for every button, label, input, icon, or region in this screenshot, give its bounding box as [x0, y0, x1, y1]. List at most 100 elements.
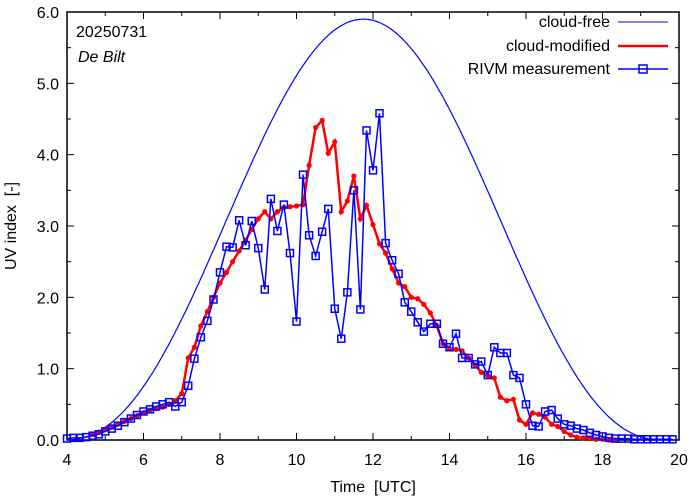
- x-tick-label: 16: [517, 452, 535, 469]
- point-rivm: [184, 381, 193, 391]
- point-cloud-modified: [230, 259, 236, 265]
- point-rivm: [279, 200, 289, 209]
- point-cloud-modified: [402, 284, 408, 290]
- point-rivm: [407, 307, 416, 316]
- point-rivm: [662, 435, 671, 444]
- point-cloud-modified: [568, 432, 574, 438]
- point-cloud-modified: [325, 150, 331, 156]
- point-rivm: [349, 186, 359, 195]
- point-rivm: [483, 370, 492, 380]
- point-cloud-modified: [523, 421, 529, 427]
- point-rivm: [387, 255, 397, 265]
- point-rivm: [164, 397, 174, 407]
- point-rivm: [381, 238, 390, 248]
- point-rivm: [521, 400, 531, 409]
- annotation-location: De Bilt: [78, 49, 126, 66]
- point-rivm: [69, 433, 78, 443]
- point-cloud-modified: [516, 417, 523, 423]
- point-rivm: [534, 422, 543, 431]
- y-tick-label: 4.0: [37, 148, 59, 165]
- point-rivm: [266, 194, 276, 204]
- point-cloud-modified: [555, 423, 561, 430]
- point-cloud-modified: [223, 269, 230, 275]
- legend-label-cloud-free: cloud-free: [539, 14, 610, 31]
- point-rivm: [419, 327, 429, 336]
- point-rivm: [285, 248, 295, 258]
- point-rivm: [311, 251, 320, 261]
- point-cloud-modified: [408, 294, 414, 300]
- series-line-cloud-modified: [92, 117, 616, 442]
- point-cloud-modified: [236, 248, 242, 254]
- point-cloud-modified: [262, 209, 268, 215]
- point-rivm: [432, 319, 442, 328]
- point-rivm: [445, 343, 454, 352]
- point-cloud-modified: [529, 410, 536, 416]
- point-cloud-modified: [497, 394, 503, 400]
- legend: cloud-free cloud-modified RIVM measureme…: [468, 14, 668, 78]
- x-tick-label: 18: [594, 452, 612, 469]
- point-rivm: [177, 397, 186, 407]
- point-cloud-modified: [376, 241, 383, 247]
- point-rivm: [400, 298, 409, 307]
- point-rivm: [668, 435, 677, 444]
- point-cloud-modified: [491, 375, 497, 381]
- point-rivm: [547, 405, 556, 415]
- point-rivm: [413, 318, 423, 327]
- y-tick-label: 3.0: [37, 219, 59, 236]
- point-rivm: [323, 204, 333, 214]
- point-cloud-modified: [204, 309, 210, 315]
- point-cloud-modified: [504, 398, 510, 404]
- point-cloud-modified: [453, 346, 459, 353]
- y-tick-label: 0.0: [37, 433, 59, 450]
- y-axis-label: UV index [-]: [3, 182, 20, 270]
- annotation-date: 20250731: [76, 24, 147, 41]
- legend-label-rivm: RIVM measurement: [468, 61, 611, 78]
- point-cloud-modified: [510, 396, 516, 402]
- point-cloud-modified: [344, 198, 350, 204]
- point-rivm: [222, 242, 231, 251]
- point-cloud-modified: [383, 250, 389, 256]
- point-rivm: [528, 421, 537, 430]
- x-tick-label: 4: [63, 452, 72, 469]
- point-cloud-modified: [191, 344, 197, 350]
- point-rivm: [209, 295, 218, 304]
- point-rivm: [170, 402, 180, 411]
- point-cloud-modified: [427, 310, 433, 316]
- point-cloud-modified: [363, 202, 370, 208]
- point-rivm: [553, 414, 562, 423]
- point-rivm: [241, 241, 250, 250]
- point-cloud-modified: [351, 173, 357, 179]
- x-tick-label: 10: [288, 452, 306, 469]
- point-cloud-modified: [593, 436, 599, 442]
- x-tick-label: 14: [441, 452, 459, 469]
- point-rivm: [254, 243, 263, 253]
- point-rivm: [585, 428, 595, 438]
- point-cloud-modified: [332, 139, 338, 145]
- legend-label-cloud-modified: cloud-modified: [506, 38, 610, 55]
- point-cloud-modified: [338, 209, 344, 215]
- point-cloud-modified: [293, 203, 300, 209]
- point-cloud-modified: [478, 369, 484, 375]
- point-cloud-modified: [306, 162, 312, 168]
- point-cloud-modified: [217, 280, 223, 286]
- point-rivm: [643, 435, 652, 444]
- legend-marker-rivm: [638, 64, 648, 74]
- point-rivm: [298, 170, 308, 179]
- point-cloud-modified: [319, 117, 325, 124]
- y-tick-label: 1.0: [37, 362, 59, 379]
- point-rivm: [88, 431, 97, 440]
- point-cloud-modified: [580, 435, 586, 441]
- point-rivm: [368, 166, 378, 175]
- series-line-rivm: [66, 113, 673, 441]
- point-cloud-modified: [370, 221, 376, 228]
- y-tick-label: 2.0: [37, 290, 59, 307]
- point-rivm: [604, 433, 614, 443]
- point-rivm: [190, 354, 199, 363]
- x-tick-label: 8: [216, 452, 225, 469]
- point-cloud-modified: [536, 411, 542, 417]
- point-rivm: [304, 231, 314, 240]
- point-cloud-modified: [415, 296, 421, 302]
- point-cloud-modified: [313, 124, 319, 131]
- point-rivm: [234, 216, 244, 225]
- point-cloud-modified: [185, 355, 191, 361]
